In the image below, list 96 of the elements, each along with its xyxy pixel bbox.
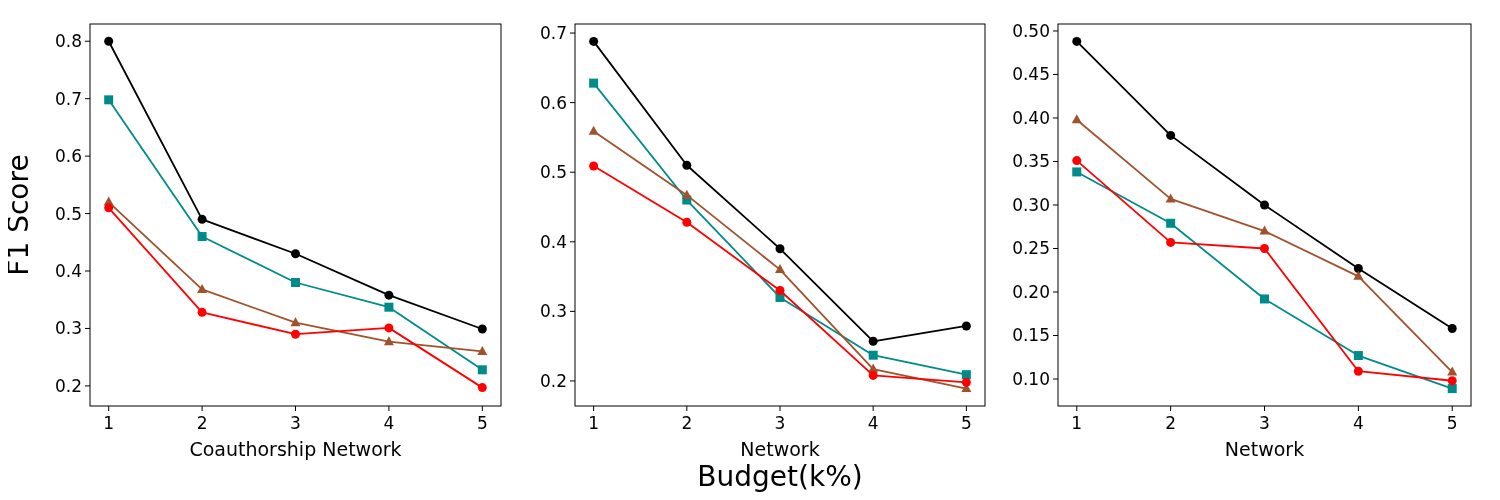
y-tick-label: 0.45 [1012,64,1050,85]
point [197,232,207,242]
y-tick-label: 0.10 [1012,368,1050,389]
point [775,244,785,254]
y-tick-label: 0.2 [539,370,567,391]
y-tick-label: 0.25 [1012,238,1050,259]
point [1260,294,1269,304]
point [1447,366,1458,376]
y-tick-label: 0.5 [539,162,567,183]
point [1447,376,1457,386]
point [383,336,394,346]
y-tick-label: 0.6 [54,146,82,167]
point [775,286,785,295]
point [291,329,300,339]
y-tick-label: 0.50 [1012,20,1050,41]
y-tick-label: 0.7 [54,88,82,109]
x-tick-label: 2 [1165,413,1177,433]
x-tick-label: 5 [476,413,488,433]
point [477,365,487,375]
y-tick-label: 0.6 [539,92,567,113]
point [682,217,692,227]
point [1353,351,1363,361]
point [104,203,114,213]
point [104,95,114,105]
point [384,323,394,333]
point [775,264,785,274]
point [1260,200,1269,210]
point [1447,384,1457,394]
point [384,290,394,300]
point [384,302,394,312]
point [1353,264,1363,274]
point [1072,156,1082,166]
point [291,249,300,259]
point [1353,270,1364,280]
point [681,189,692,199]
point [682,160,692,170]
point [1259,225,1270,235]
y-tick-label: 0.15 [1012,325,1050,346]
point [1072,167,1082,177]
x-tick-label: 1 [1071,413,1083,433]
y-tick-label: 0.3 [539,301,567,322]
point [1166,218,1176,228]
point [589,36,599,46]
x-tick-label: 3 [774,413,786,433]
y-tick-label: 0.20 [1012,281,1050,302]
y-tick-label: 0.7 [539,23,567,43]
y-tick-label: 0.40 [1012,107,1050,128]
y-tick-label: 0.5 [54,203,82,224]
y-tick-label: 0.8 [54,31,82,52]
x-tick-label: 3 [290,413,301,433]
y-tick-label: 0.4 [54,260,82,281]
point [1165,193,1176,203]
y-tick-label: 0.3 [54,318,82,339]
x-tick-label: 5 [1446,413,1458,433]
x-tick-label: 2 [196,413,208,433]
x-axis-title: Coauthorship Network [189,438,402,460]
point [104,36,114,46]
point [1166,130,1176,140]
point [589,78,599,88]
point [868,370,878,380]
x-tick-label: 1 [103,413,115,433]
x-tick-label: 2 [681,413,693,433]
point [961,370,971,380]
point [477,345,488,355]
text: Budget(k%) [697,460,863,493]
point [197,307,207,317]
x-axis-title: Network [740,438,820,460]
point [1071,114,1082,124]
point [291,278,300,287]
y-tick-label: 0.4 [539,231,567,252]
x-tick-label: 1 [588,413,600,433]
x-tick-label: 4 [1352,413,1364,433]
x-tick-label: 4 [867,413,879,433]
point [868,350,878,360]
point [961,377,971,387]
point [290,317,301,327]
x-tick-label: 4 [383,413,395,433]
point [197,214,207,224]
point [1447,324,1457,334]
point [961,321,971,331]
x-axis-title: Network [1224,438,1305,460]
point [1260,244,1269,253]
x-tick-label: 5 [960,413,972,433]
point [589,161,599,171]
point [1353,366,1363,376]
y-tick-label: 0.35 [1012,151,1050,172]
point [477,324,487,334]
point [1072,36,1082,46]
point [588,125,599,135]
point [197,283,208,293]
point [1166,237,1176,247]
y-tick-label: 0.30 [1012,194,1050,215]
y-tick-label: 0.2 [54,375,82,396]
x-tick-label: 3 [1259,413,1270,433]
point [868,336,878,346]
point [477,383,487,393]
